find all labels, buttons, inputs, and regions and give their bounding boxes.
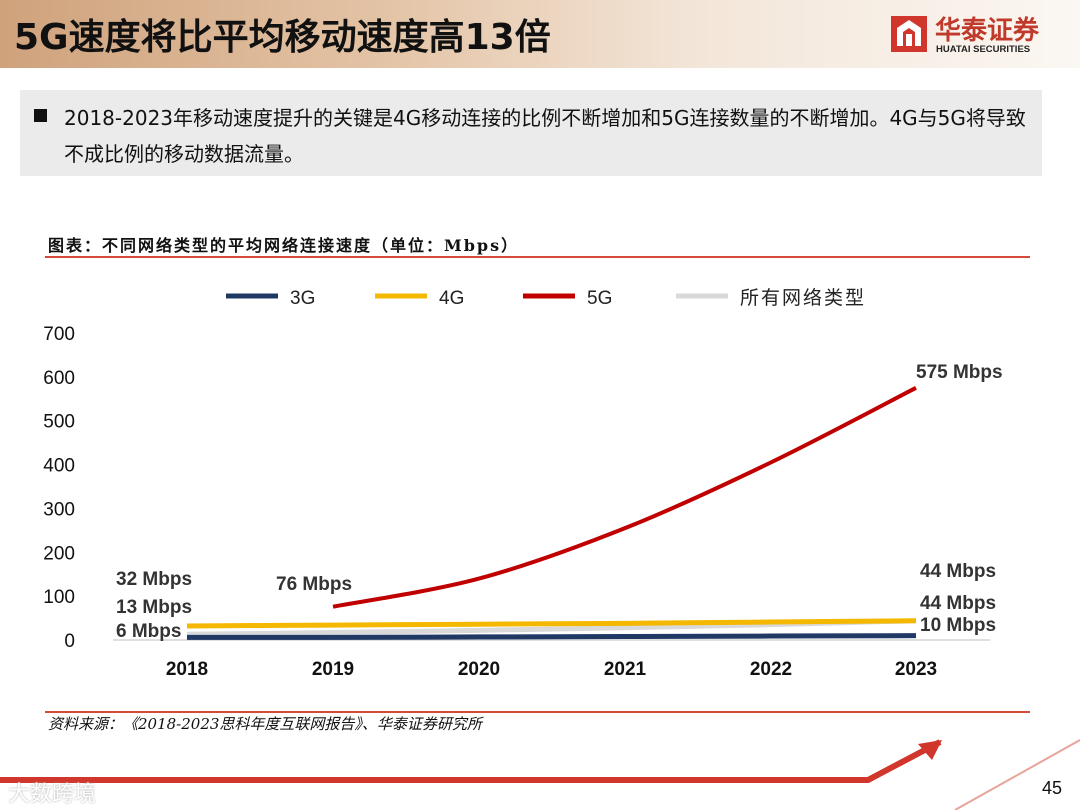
footer-arrow-line xyxy=(0,739,942,783)
data-label: 10 Mbps xyxy=(920,615,996,636)
data-label: 44 Mbps xyxy=(920,561,996,582)
line-chart: 0 100 200 300 400 500 600 700 2018 2019 2020 2021 20… xyxy=(43,287,1003,680)
x-tick-label: 2023 xyxy=(895,659,937,680)
huatai-logo-icon xyxy=(891,16,927,52)
y-tick-label: 200 xyxy=(43,543,75,564)
x-tick-label: 2018 xyxy=(166,659,208,680)
page-title: 5G速度将比平均移动速度高13倍 xyxy=(14,17,551,58)
data-label: 575 Mbps xyxy=(916,362,1003,383)
y-tick-label: 100 xyxy=(43,587,75,608)
logo-text-cn: 华泰证券 xyxy=(935,16,1040,46)
data-label: 44 Mbps xyxy=(920,593,996,614)
data-label: 76 Mbps xyxy=(276,574,352,595)
logo-text-en: HUATAI SECURITIES xyxy=(936,44,1031,55)
y-tick-label: 500 xyxy=(43,412,75,433)
chart-caption: 图表：不同网络类型的平均网络连接速度（单位：Mbps） xyxy=(48,236,520,255)
x-tick-label: 2021 xyxy=(604,659,647,680)
data-label: 32 Mbps xyxy=(116,569,192,590)
legend-label: 所有网络类型 xyxy=(740,287,866,309)
footer-decoration xyxy=(0,739,1080,810)
data-label: 6 Mbps xyxy=(116,621,181,642)
series-line-4g xyxy=(186,618,917,629)
y-tick-label: 700 xyxy=(43,324,75,345)
square-bullet-icon xyxy=(34,109,47,122)
x-tick-label: 2019 xyxy=(312,659,354,680)
source-note: 资料来源：《2018-2023思科年度互联网报告》、华泰证券研究所 xyxy=(48,715,482,733)
page-number: 45 xyxy=(1042,778,1063,798)
caption-divider xyxy=(45,256,1030,258)
footer-diagonal-line xyxy=(954,739,1080,810)
source-divider xyxy=(45,711,1030,713)
data-label: 13 Mbps xyxy=(116,597,192,618)
legend-label: 4G xyxy=(439,288,464,309)
series-line-5g xyxy=(332,386,917,609)
arrow-head-icon xyxy=(918,740,942,760)
y-tick-label: 300 xyxy=(43,499,75,520)
watermark: 大数跨境 xyxy=(8,782,97,807)
y-tick-label: 400 xyxy=(43,456,75,477)
x-tick-label: 2020 xyxy=(458,659,500,680)
company-logo: 华泰证券 HUATAI SECURITIES xyxy=(889,12,1054,58)
series-line-3g xyxy=(186,633,917,640)
x-tick-label: 2022 xyxy=(750,659,792,680)
y-tick-label: 600 xyxy=(43,368,75,389)
summary-text: 2018-2023年移动速度提升的关键是4G移动连接的比例不断增加和5G连接数量… xyxy=(64,106,1026,166)
legend-label: 5G xyxy=(587,288,612,309)
legend-label: 3G xyxy=(290,288,315,309)
header-bar: 5G速度将比平均移动速度高13倍 华泰证券 HUATAI SECURITIES xyxy=(0,0,1080,68)
summary-box: 2018-2023年移动速度提升的关键是4G移动连接的比例不断增加和5G连接数量… xyxy=(20,90,1042,176)
y-tick-label: 0 xyxy=(64,631,75,652)
